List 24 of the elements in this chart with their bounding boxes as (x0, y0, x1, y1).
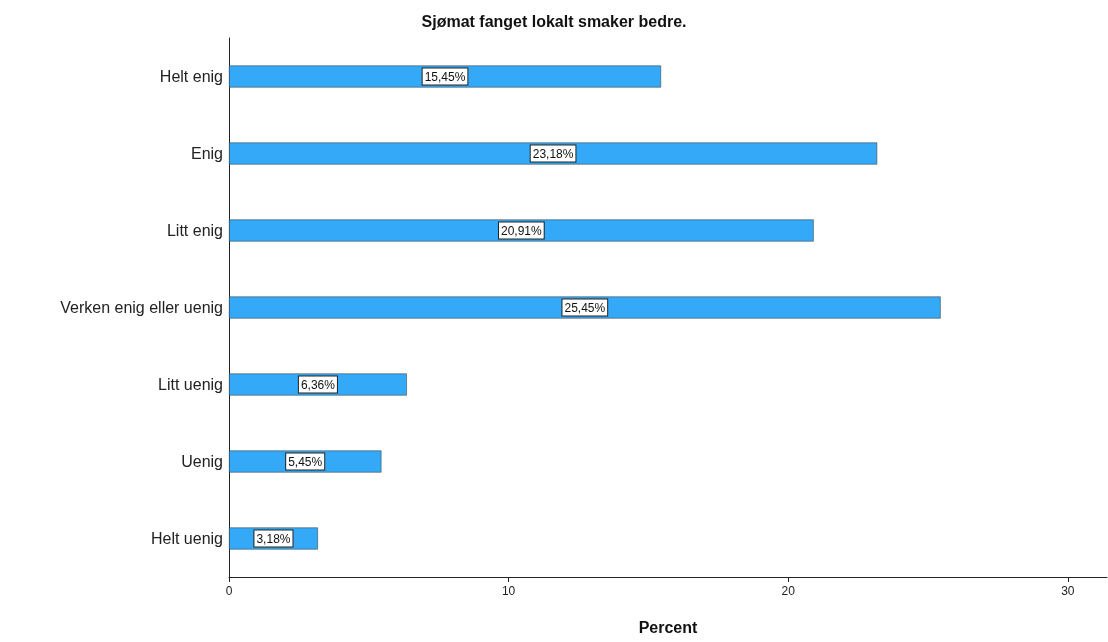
y-tick-label: Verken enig eller uenig (60, 299, 223, 316)
data-label: 5,45% (288, 454, 323, 469)
x-tick-label: 10 (501, 584, 516, 598)
data-label: 6,36% (300, 377, 336, 392)
bar (229, 142, 878, 165)
y-tick-label: Helt enig (159, 68, 223, 85)
bar (229, 296, 941, 319)
x-tick-label: 0 (225, 584, 233, 598)
x-tick-label: 30 (1061, 584, 1075, 598)
x-axis-title: Percent (638, 618, 699, 636)
bar (229, 219, 814, 242)
y-tick-label: Litt uenig (158, 376, 223, 393)
chart-title: Sjømat fanget lokalt smaker bedre. (421, 12, 687, 30)
y-tick-label: Litt enig (166, 222, 223, 239)
y-tick-label: Helt uenig (150, 530, 223, 547)
y-tick-label: Uenig (181, 453, 223, 470)
data-label: 20,91% (500, 223, 543, 238)
x-tick-label: 20 (781, 584, 796, 598)
data-label: 25,45% (564, 300, 606, 315)
data-label: 23,18% (532, 146, 574, 161)
bar (229, 65, 662, 88)
data-label: 15,45% (424, 69, 466, 84)
data-label: 3,18% (256, 531, 291, 546)
y-tick-label: Enig (190, 145, 223, 162)
